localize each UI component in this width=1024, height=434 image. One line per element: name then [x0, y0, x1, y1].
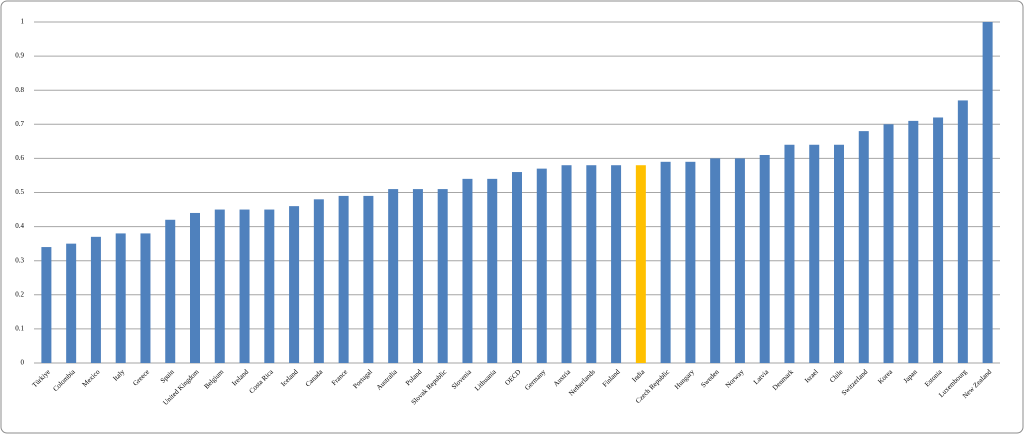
bar	[338, 195, 349, 363]
bar	[165, 219, 176, 363]
y-tick-label: 0.1	[15, 325, 24, 333]
bar	[41, 247, 52, 363]
bar	[908, 120, 919, 363]
bar	[834, 144, 844, 363]
y-tick-label: 0.8	[15, 86, 24, 94]
bar	[784, 144, 795, 363]
bar	[239, 209, 250, 363]
bar	[561, 165, 572, 363]
bar	[759, 154, 770, 363]
bar	[412, 189, 423, 363]
bar	[809, 144, 820, 363]
bar	[982, 22, 993, 363]
bar	[462, 178, 473, 363]
bar	[214, 209, 225, 363]
bar	[115, 233, 126, 363]
y-tick-label: 0.9	[15, 52, 24, 60]
y-tick-label: 0.3	[15, 256, 24, 264]
bar	[710, 158, 721, 363]
y-tick-label: 0	[21, 359, 25, 367]
bar	[685, 161, 696, 363]
y-tick-label: 0.5	[15, 188, 24, 196]
bar	[487, 178, 498, 363]
bar	[933, 117, 944, 363]
y-tick-label: 1	[21, 18, 25, 26]
y-tick-label: 0.6	[15, 154, 24, 162]
bar	[734, 158, 745, 363]
bar	[957, 100, 968, 364]
bar	[512, 172, 522, 363]
bar	[536, 168, 547, 363]
bar	[140, 233, 151, 363]
bar	[388, 189, 399, 363]
bar	[66, 243, 77, 363]
bar	[858, 131, 869, 363]
bar	[264, 209, 275, 363]
bar	[289, 206, 300, 363]
bar	[363, 195, 374, 363]
bar	[437, 189, 448, 363]
y-tick-label: 0.7	[15, 120, 24, 128]
bar	[883, 124, 894, 363]
bar	[660, 161, 671, 363]
y-tick-label: 0.2	[15, 290, 24, 298]
bar	[313, 199, 324, 363]
bar	[611, 165, 622, 363]
bar	[90, 236, 101, 363]
y-tick-label: 0.4	[15, 222, 24, 230]
bar	[190, 212, 200, 363]
bar	[635, 165, 646, 363]
bar	[586, 165, 597, 363]
